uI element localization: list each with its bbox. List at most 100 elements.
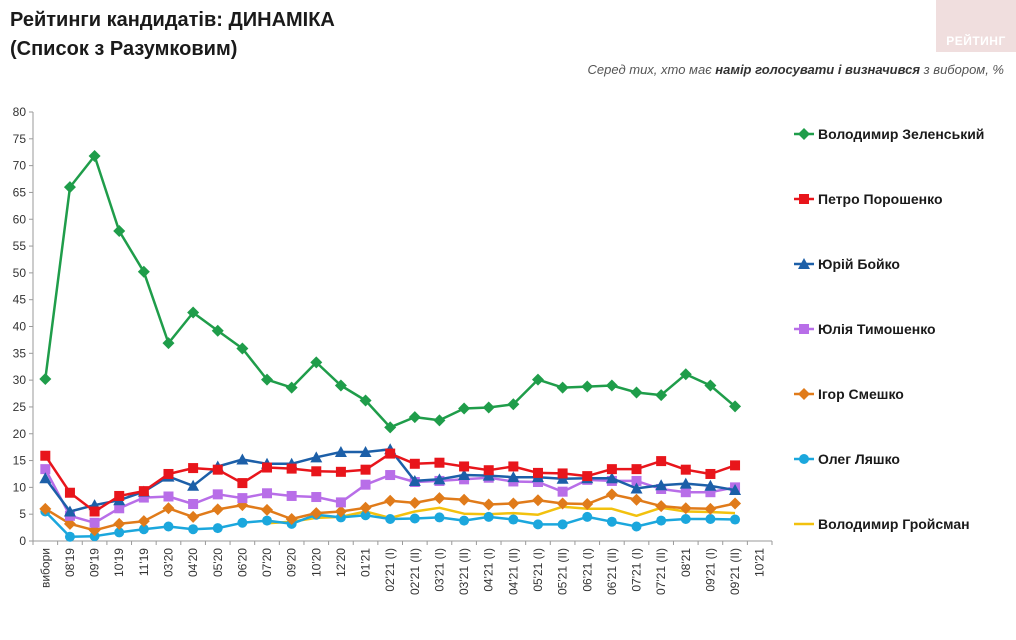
series-4-point	[163, 491, 174, 502]
y-tick-label: 5	[19, 507, 26, 521]
series-1-point	[556, 381, 569, 394]
legend-label: Юлія Тимошенко	[818, 321, 936, 337]
x-tick-label: 12'20	[334, 548, 348, 577]
series-5-point	[507, 497, 520, 510]
y-tick-label: 65	[13, 185, 27, 199]
y-tick-label: 10	[13, 480, 27, 494]
series-4-point	[385, 470, 396, 481]
series-2-point	[508, 461, 519, 472]
series-5-point	[187, 510, 200, 523]
y-tick-label: 0	[19, 534, 26, 548]
series-4-point	[138, 492, 149, 503]
x-tick-label: 07'21 (II)	[654, 548, 668, 595]
x-tick-label: 05'21 (I)	[531, 548, 545, 592]
legend-swatch-marker	[799, 324, 809, 334]
series-2-point	[631, 464, 642, 475]
series-2-point	[138, 486, 149, 497]
series-6-point	[656, 515, 667, 526]
series-3-point	[310, 451, 323, 463]
x-tick-label: 02'21 (II)	[408, 548, 422, 595]
series-1-point	[236, 342, 249, 355]
series-4-point	[680, 487, 691, 498]
chart-subtitle: Серед тих, хто має намір голосувати і ви…	[588, 62, 1004, 77]
x-tick-label: 10'20	[309, 548, 323, 577]
series-4-point	[114, 503, 125, 514]
series-6-point	[64, 531, 75, 542]
series-1-point	[187, 306, 200, 319]
series-1-point	[211, 324, 224, 337]
y-tick-label: 75	[13, 132, 27, 146]
series-6-point	[138, 524, 149, 535]
series-5-point	[408, 496, 421, 509]
series-1-point	[581, 380, 594, 393]
series-5-point	[384, 494, 397, 507]
series-4-point	[557, 486, 568, 497]
legend-label: Ігор Смешко	[818, 386, 904, 402]
series-2-point	[705, 468, 716, 479]
series-3-point	[334, 445, 347, 457]
x-tick-label: 08'19	[63, 548, 77, 577]
subtitle-suffix: з вибором, %	[920, 62, 1004, 77]
series-4-point	[40, 464, 51, 475]
series-6-point	[459, 515, 470, 526]
y-tick-label: 20	[13, 427, 27, 441]
series-6-point	[606, 516, 617, 527]
series-6-point	[730, 514, 741, 525]
chart-title: Рейтинги кандидатів: ДИНАМІКА (Список з …	[10, 6, 335, 64]
series-6-point	[532, 519, 543, 530]
series-3-point	[236, 453, 249, 465]
y-tick-label: 70	[13, 159, 27, 173]
x-tick-label: 05'20	[211, 548, 225, 577]
series-6-point	[262, 515, 273, 526]
x-tick-label: 09'21 (I)	[703, 548, 717, 592]
series-6-point	[582, 511, 593, 522]
y-tick-label: 60	[13, 212, 27, 226]
series-5-point	[433, 492, 446, 505]
series-4-point	[705, 487, 716, 498]
x-tick-label: 02'21 (I)	[383, 548, 397, 592]
series-5-point	[729, 497, 742, 510]
x-tick-label: 07'20	[260, 548, 274, 577]
series-2-point	[311, 466, 322, 477]
series-5-point	[211, 503, 224, 516]
x-tick-label: 04'21 (II)	[506, 548, 520, 595]
series-2-point	[582, 471, 593, 482]
legend-label: Петро Порошенко	[818, 191, 943, 207]
series-2-point	[434, 457, 445, 468]
series-2-point	[188, 463, 199, 474]
legend-swatch-marker	[798, 388, 810, 400]
series-1-point	[704, 379, 717, 392]
series-3-point	[458, 469, 471, 481]
series-4-point	[631, 475, 642, 486]
series-6-point	[237, 517, 248, 528]
series-5-point	[113, 517, 126, 530]
series-1-point	[605, 379, 618, 392]
series-2-point	[557, 468, 568, 479]
series-1-point	[310, 356, 323, 369]
series-1-point	[384, 421, 397, 434]
y-tick-label: 25	[13, 400, 27, 414]
series-1-point	[655, 389, 668, 402]
series-5-point	[458, 493, 471, 506]
series-1-point	[433, 414, 446, 427]
series-1-point	[285, 381, 298, 394]
series-2-point	[89, 506, 100, 517]
series-6-point	[385, 514, 396, 525]
series-1-point	[261, 373, 274, 386]
series-5-point	[556, 497, 569, 510]
series-2-point	[163, 468, 174, 479]
series-2-point	[360, 464, 371, 475]
series-5-point	[285, 513, 298, 526]
series-1-point	[679, 368, 692, 381]
x-tick-label: 06'20	[235, 548, 249, 577]
series-3-point	[63, 505, 76, 517]
series-3-point	[729, 484, 742, 496]
series-3-point	[359, 445, 372, 457]
series-3-point	[679, 477, 692, 489]
series-4-point	[360, 479, 371, 490]
y-tick-label: 35	[13, 346, 27, 360]
title-line-1: Рейтинги кандидатів: ДИНАМІКА	[10, 9, 335, 31]
series-1-point	[458, 402, 471, 415]
series-5-point	[39, 502, 52, 515]
